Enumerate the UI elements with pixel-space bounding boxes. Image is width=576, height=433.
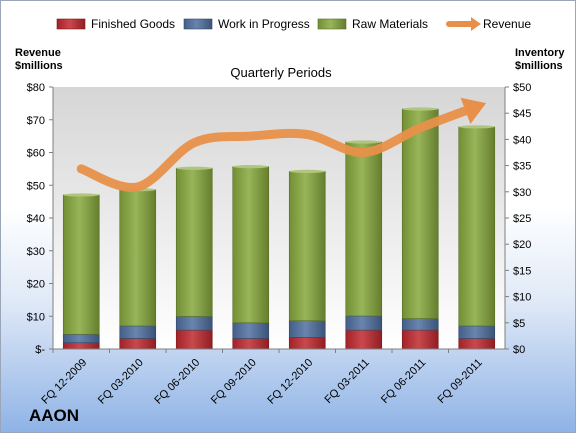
- legend-swatch-revenue-arrow: [471, 17, 481, 31]
- left-axis-title: Revenue $millions: [15, 47, 63, 73]
- right-axis-tick-label: $25: [513, 213, 531, 225]
- legend-swatch-finished-goods: [56, 18, 86, 30]
- revenue-line: [76, 102, 482, 192]
- left-axis-title-line-2: $millions: [15, 60, 63, 72]
- bar-top-cap: [289, 169, 326, 173]
- right-axis-tick-label: $45: [513, 108, 531, 120]
- right-axis-tick-label: $20: [513, 239, 531, 251]
- bar-segment-work-in-progress: [119, 325, 157, 339]
- right-axis-tick-label: $50: [513, 82, 531, 94]
- bar-segment-work-in-progress: [458, 325, 496, 339]
- bar-segment-finished-goods: [62, 342, 100, 350]
- x-axis-tick-label: FQ 09-2011: [435, 357, 484, 406]
- left-axis-tick-label: $50: [27, 180, 45, 192]
- left-axis-tick-label: $30: [27, 246, 45, 258]
- bar-top-cap: [402, 107, 439, 111]
- x-axis-tick-label: FQ 06-2010: [152, 357, 202, 407]
- bar-top-cap: [345, 140, 382, 144]
- left-axis-tick-label: $60: [27, 148, 45, 160]
- left-axis-tick-label: $10: [27, 311, 45, 323]
- bar-segment-finished-goods: [119, 338, 157, 350]
- bar-top-cap: [63, 193, 100, 197]
- right-axis-tick-label: $0: [513, 344, 525, 356]
- bar-segment-finished-goods: [288, 337, 326, 350]
- bar-segment-finished-goods: [458, 338, 496, 350]
- legend-swatch-raw-materials: [317, 18, 347, 30]
- revenue-arrowhead: [460, 97, 487, 124]
- right-axis-title-line-1: Inventory: [515, 47, 565, 59]
- x-axis-tick-label: FQ 12-2010: [265, 357, 315, 407]
- legend-label-revenue: Revenue: [483, 17, 531, 31]
- bar-segment-finished-goods: [175, 329, 213, 350]
- legend-swatch-work-in-progress: [183, 18, 213, 30]
- bar-segment-work-in-progress: [175, 316, 213, 331]
- left-axis-tick-label: $70: [27, 115, 45, 127]
- bar-segment-raw-materials: [401, 108, 439, 319]
- bar-segment-finished-goods: [345, 329, 383, 350]
- right-axis-title-line-2: $millions: [515, 60, 563, 72]
- bar-top-cap: [232, 165, 269, 169]
- left-axis-tick-label: $20: [27, 279, 45, 291]
- bar-segment-work-in-progress: [401, 318, 439, 331]
- legend-label-raw-materials: Raw Materials: [352, 17, 428, 31]
- left-axis-tick-label: $40: [27, 213, 45, 225]
- right-axis-tick-label: $10: [513, 292, 531, 304]
- x-axis-tick-label: FQ 03-2010: [96, 357, 146, 407]
- left-axis-tick-label: $-: [35, 344, 45, 356]
- left-axis-title-line-1: Revenue: [15, 47, 61, 59]
- bar-segment-raw-materials: [288, 171, 326, 322]
- bar-segment-raw-materials: [232, 166, 270, 324]
- x-axis-tick-label: FQ 06-2011: [379, 357, 428, 406]
- bar-segment-raw-materials: [62, 194, 100, 335]
- bar-top-cap: [176, 166, 213, 170]
- bar-segment-finished-goods: [232, 338, 270, 350]
- left-axis-tick-label: $80: [27, 82, 45, 94]
- bar-segment-raw-materials: [119, 189, 157, 327]
- right-axis-tick-label: $35: [513, 161, 531, 173]
- x-axis-tick-label: FQ 12-2009: [39, 357, 89, 407]
- bar-top-cap: [458, 125, 495, 129]
- x-axis-tick-label: FQ 09-2010: [209, 357, 259, 407]
- bar-segment-raw-materials: [345, 141, 383, 317]
- bar-segment-finished-goods: [401, 329, 439, 350]
- right-axis-title: Inventory $millions: [515, 47, 565, 73]
- bar-segment-work-in-progress: [232, 322, 270, 339]
- chart-subtitle: Quarterly Periods: [230, 65, 332, 80]
- right-axis-tick-label: $40: [513, 134, 531, 146]
- right-axis-tick-label: $15: [513, 265, 531, 277]
- bar-segment-raw-materials: [175, 167, 213, 317]
- brand-label: AAON: [29, 406, 80, 425]
- legend-label-work-in-progress: Work in Progress: [218, 17, 310, 31]
- bar-segment-work-in-progress: [62, 334, 100, 344]
- bar-segment-work-in-progress: [345, 315, 383, 331]
- x-axis-tick-label: FQ 03-2011: [322, 357, 371, 406]
- right-axis-tick-label: $30: [513, 187, 531, 199]
- right-axis-tick-label: $5: [513, 318, 525, 330]
- bar-segment-raw-materials: [458, 126, 496, 327]
- bar-segment-work-in-progress: [288, 320, 326, 338]
- legend-label-finished-goods: Finished Goods: [91, 17, 175, 31]
